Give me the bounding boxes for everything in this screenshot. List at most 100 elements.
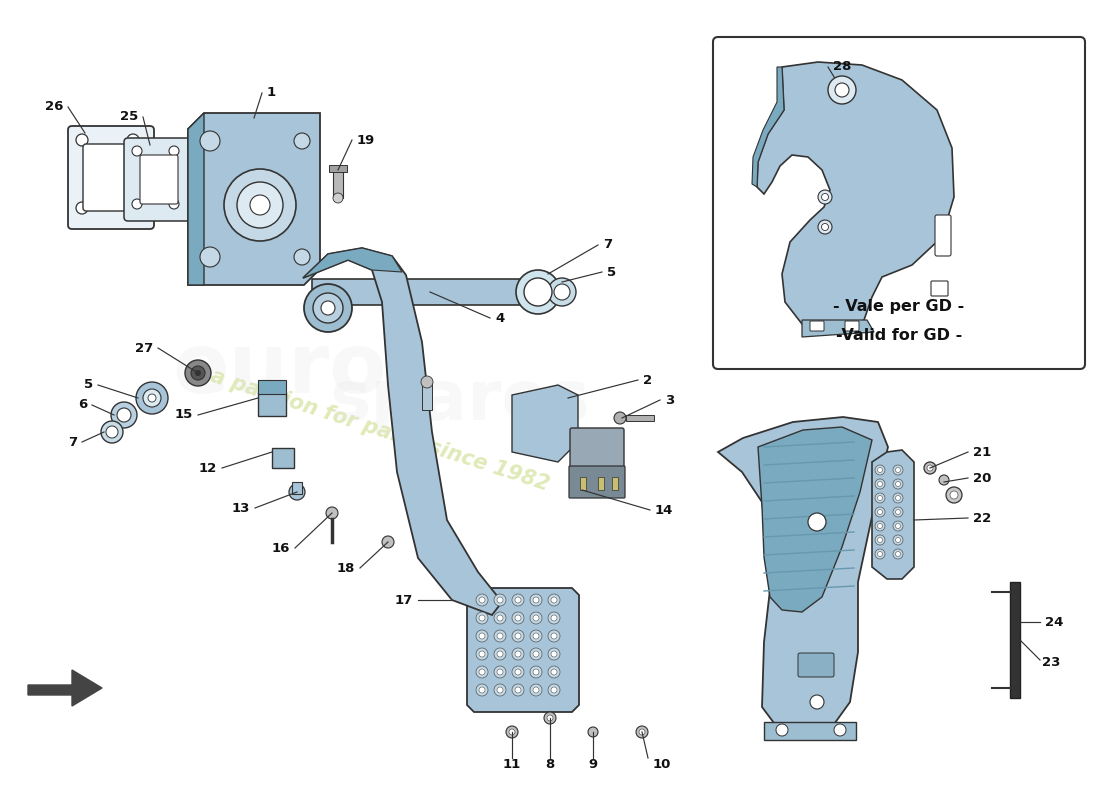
Text: 7: 7	[68, 435, 77, 449]
Bar	[292, 482, 302, 494]
Circle shape	[132, 199, 142, 209]
Bar	[258, 392, 286, 416]
Circle shape	[421, 376, 433, 388]
FancyBboxPatch shape	[845, 321, 859, 331]
Circle shape	[530, 594, 542, 606]
Circle shape	[289, 484, 305, 500]
Text: a passion for parts since 1982: a passion for parts since 1982	[208, 366, 552, 494]
Circle shape	[548, 666, 560, 678]
Circle shape	[497, 669, 503, 675]
Text: 21: 21	[974, 446, 991, 458]
Circle shape	[200, 131, 220, 151]
Circle shape	[169, 199, 179, 209]
FancyBboxPatch shape	[68, 126, 154, 229]
Circle shape	[895, 495, 901, 501]
Circle shape	[547, 715, 553, 721]
Circle shape	[874, 549, 886, 559]
Circle shape	[548, 594, 560, 606]
Circle shape	[117, 408, 131, 422]
Circle shape	[878, 523, 882, 529]
Circle shape	[551, 597, 557, 603]
Text: 25: 25	[120, 110, 138, 123]
Text: 24: 24	[1045, 615, 1064, 629]
Circle shape	[548, 630, 560, 642]
Bar	[329, 165, 346, 172]
Circle shape	[893, 493, 903, 503]
Circle shape	[530, 648, 542, 660]
Circle shape	[476, 666, 488, 678]
FancyBboxPatch shape	[140, 155, 178, 204]
FancyBboxPatch shape	[570, 428, 624, 472]
Circle shape	[548, 612, 560, 624]
Circle shape	[506, 726, 518, 738]
Circle shape	[530, 612, 542, 624]
Circle shape	[534, 687, 539, 693]
Circle shape	[874, 479, 886, 489]
Circle shape	[534, 615, 539, 621]
Polygon shape	[752, 67, 784, 187]
Circle shape	[893, 549, 903, 559]
Circle shape	[494, 594, 506, 606]
Circle shape	[548, 648, 560, 660]
Circle shape	[497, 651, 503, 657]
Circle shape	[534, 633, 539, 639]
Polygon shape	[468, 588, 579, 712]
Circle shape	[478, 651, 485, 657]
Polygon shape	[302, 248, 502, 615]
Circle shape	[588, 727, 598, 737]
Circle shape	[126, 202, 139, 214]
Text: 7: 7	[603, 238, 612, 251]
Circle shape	[874, 535, 886, 545]
Circle shape	[515, 633, 521, 639]
Circle shape	[494, 666, 506, 678]
FancyBboxPatch shape	[935, 215, 952, 256]
Circle shape	[191, 366, 205, 380]
Circle shape	[808, 513, 826, 531]
Circle shape	[893, 521, 903, 531]
Circle shape	[835, 83, 849, 97]
Circle shape	[106, 426, 118, 438]
Text: 14: 14	[654, 503, 673, 517]
Circle shape	[512, 612, 524, 624]
FancyBboxPatch shape	[931, 281, 948, 296]
Text: 19: 19	[358, 134, 375, 146]
Circle shape	[200, 247, 220, 267]
Circle shape	[169, 146, 179, 156]
Circle shape	[895, 538, 901, 542]
Text: 10: 10	[653, 758, 671, 771]
Text: euro: euro	[173, 330, 387, 410]
Bar	[333, 170, 343, 198]
Circle shape	[512, 630, 524, 642]
Bar	[312, 279, 550, 305]
FancyBboxPatch shape	[713, 37, 1085, 369]
Circle shape	[509, 729, 515, 735]
Circle shape	[195, 370, 201, 376]
Circle shape	[304, 284, 352, 332]
Circle shape	[478, 615, 485, 621]
Circle shape	[494, 684, 506, 696]
Polygon shape	[872, 450, 914, 579]
Circle shape	[551, 633, 557, 639]
Text: 22: 22	[974, 511, 991, 525]
Text: 15: 15	[175, 409, 192, 422]
Circle shape	[497, 597, 503, 603]
Circle shape	[478, 597, 485, 603]
Circle shape	[874, 507, 886, 517]
Text: 9: 9	[588, 758, 597, 771]
Text: 2: 2	[644, 374, 652, 386]
Circle shape	[874, 493, 886, 503]
Circle shape	[639, 729, 645, 735]
Circle shape	[895, 482, 901, 486]
FancyBboxPatch shape	[569, 466, 625, 498]
Text: 13: 13	[232, 502, 250, 514]
Circle shape	[878, 482, 882, 486]
Circle shape	[478, 687, 485, 693]
Circle shape	[476, 648, 488, 660]
Circle shape	[534, 651, 539, 657]
Bar	[258, 380, 286, 394]
Circle shape	[476, 594, 488, 606]
Circle shape	[478, 633, 485, 639]
Text: -Valid for GD -: -Valid for GD -	[836, 329, 962, 343]
Circle shape	[515, 687, 521, 693]
Text: 20: 20	[974, 471, 991, 485]
